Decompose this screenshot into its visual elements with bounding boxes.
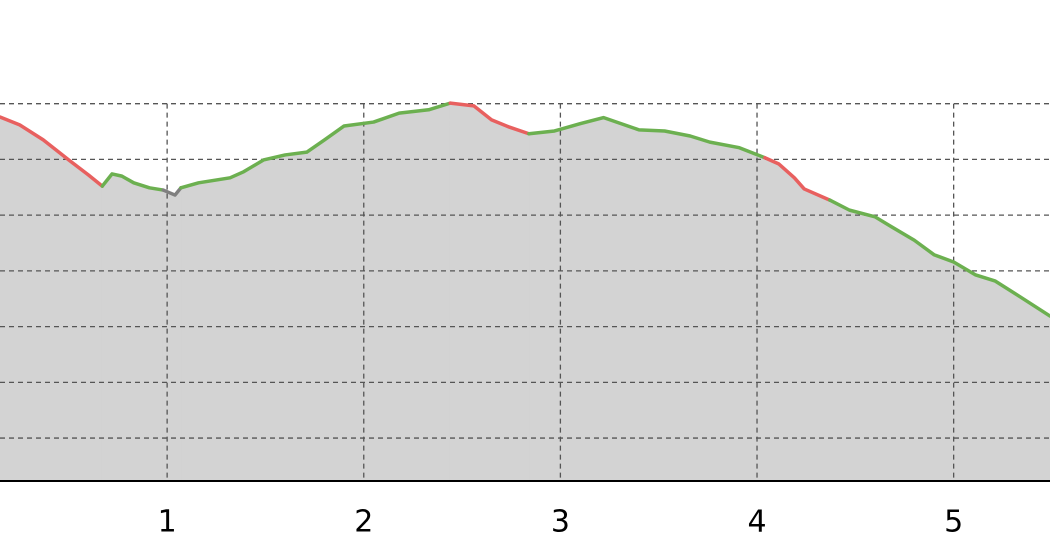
x-tick-label: 4: [747, 505, 766, 540]
x-tick-label: 1: [158, 505, 177, 540]
line: [100, 172, 165, 192]
line: [0, 115, 104, 188]
area-fill: [528, 117, 766, 482]
line: [448, 101, 531, 136]
line: [161, 186, 183, 197]
area-fill: [829, 199, 1050, 482]
x-tick-label: 5: [944, 505, 963, 540]
area-fill: [162, 186, 182, 482]
x-tick-label: 3: [551, 505, 570, 540]
line: [828, 198, 1050, 318]
line: [763, 155, 832, 202]
line: [527, 115, 767, 160]
line: [179, 101, 453, 190]
area-fill: [764, 156, 831, 482]
x-tick-label: 2: [354, 505, 373, 540]
area-fill: [101, 173, 164, 482]
